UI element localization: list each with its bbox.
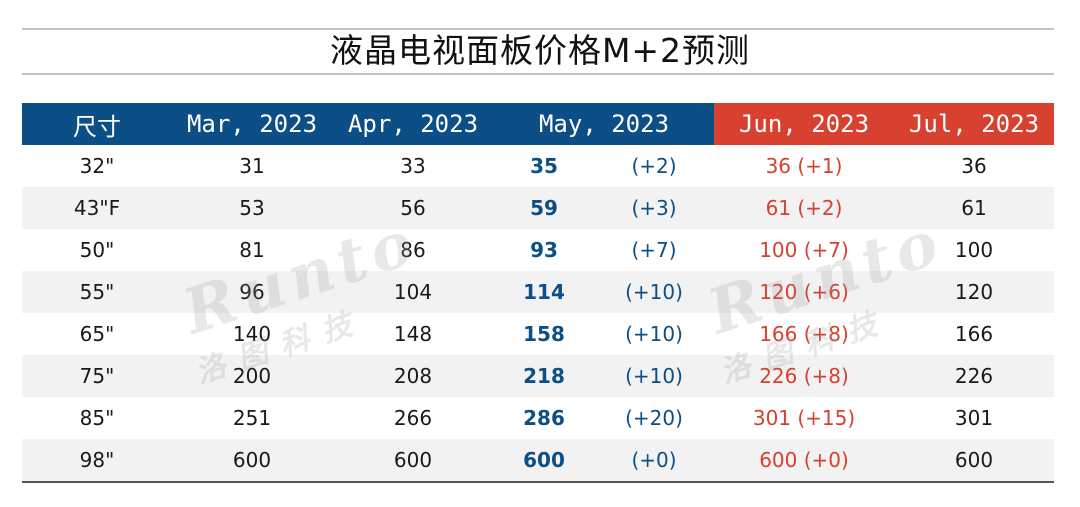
- price-forecast-table: 尺寸 Mar, 2023 Apr, 2023 May, 2023 Jun, 20…: [22, 103, 1055, 483]
- cell-may: 35: [530, 154, 558, 178]
- cell-may: 286: [523, 406, 565, 430]
- cell-may: 114: [494, 271, 594, 313]
- cell-size: 65": [79, 322, 115, 346]
- table-row: 65" 140 148 158 (+10) 166 (+8) 166: [22, 313, 1054, 355]
- header-row: 尺寸 Mar, 2023 Apr, 2023 May, 2023 Jun, 20…: [22, 103, 1055, 145]
- cell-mar: 53: [172, 187, 332, 229]
- cell-jun: 120 (+6): [714, 271, 895, 313]
- table-row: 43"F 53 56 59 (+3) 61 (+2) 61: [22, 187, 1055, 229]
- cell-jun: 226 (+8): [714, 355, 895, 397]
- cell-jun: 36 (+1): [765, 154, 843, 178]
- cell-size: 43"F: [22, 187, 172, 229]
- page-title: 液晶电视面板价格M+2预测: [329, 31, 751, 70]
- cell-jul: 301: [954, 406, 994, 430]
- cell-may: 59: [494, 187, 594, 229]
- cell-mar: 251: [232, 406, 272, 430]
- cell-mar: 31: [239, 154, 265, 178]
- cell-jun: 100 (+7): [759, 238, 849, 262]
- cell-size: 55": [22, 271, 172, 313]
- table-row: 32" 31 33 35 (+2) 36 (+1) 36: [22, 145, 1054, 187]
- cell-apr: 56: [332, 187, 494, 229]
- cell-may-delta: (+10): [625, 322, 683, 346]
- cell-apr: 600: [332, 439, 494, 482]
- header-mar: Mar, 2023: [172, 103, 332, 145]
- header-may: May, 2023: [494, 103, 715, 145]
- table-row: 75" 200 208 218 (+10) 226 (+8) 226: [22, 355, 1055, 397]
- cell-may-delta: (+2): [631, 154, 677, 178]
- cell-jul: 36: [961, 154, 987, 178]
- cell-apr: 86: [400, 238, 426, 262]
- cell-may-delta: (+10): [594, 355, 715, 397]
- cell-may: 158: [523, 322, 565, 346]
- cell-mar: 140: [232, 322, 272, 346]
- table-row: 55" 96 104 114 (+10) 120 (+6) 120: [22, 271, 1055, 313]
- cell-size: 32": [79, 154, 115, 178]
- cell-may-delta: (+7): [631, 238, 677, 262]
- cell-jul: 600: [894, 439, 1055, 482]
- cell-may: 93: [530, 238, 558, 262]
- cell-apr: 104: [332, 271, 494, 313]
- cell-jul: 226: [894, 355, 1055, 397]
- cell-jun: 61 (+2): [714, 187, 895, 229]
- cell-mar: 81: [239, 238, 265, 262]
- cell-jul: 166: [954, 322, 994, 346]
- header-apr: Apr, 2023: [332, 103, 494, 145]
- cell-jun: 600 (+0): [714, 439, 895, 482]
- cell-jun: 301 (+15): [752, 406, 856, 430]
- cell-jul: 61: [894, 187, 1055, 229]
- cell-apr: 266: [393, 406, 433, 430]
- cell-apr: 208: [332, 355, 494, 397]
- title-top-rule: [22, 28, 1054, 30]
- cell-mar: 600: [172, 439, 332, 482]
- cell-mar: 200: [172, 355, 332, 397]
- cell-size: 75": [22, 355, 172, 397]
- cell-may-delta: (+3): [594, 187, 715, 229]
- cell-may-delta: (+10): [594, 271, 715, 313]
- cell-size: 98": [22, 439, 172, 482]
- cell-size: 85": [79, 406, 115, 430]
- cell-size: 50": [79, 238, 115, 262]
- header-size: 尺寸: [22, 103, 172, 145]
- cell-may-delta: (+20): [625, 406, 683, 430]
- table-row: 98" 600 600 600 (+0) 600 (+0) 600: [22, 439, 1055, 482]
- cell-apr: 33: [400, 154, 426, 178]
- cell-jul: 100: [954, 238, 994, 262]
- table-row: 50" 81 86 93 (+7) 100 (+7) 100: [22, 229, 1054, 271]
- cell-may-delta: (+0): [594, 439, 715, 482]
- header-jul: Jul, 2023: [894, 103, 1055, 145]
- cell-may: 218: [494, 355, 594, 397]
- header-jun: Jun, 2023: [714, 103, 895, 145]
- cell-jun: 166 (+8): [759, 322, 849, 346]
- cell-may: 600: [494, 439, 594, 482]
- cell-jul: 120: [894, 271, 1055, 313]
- title-bottom-rule: [22, 73, 1054, 75]
- table-row: 85" 251 266 286 (+20) 301 (+15) 301: [22, 397, 1054, 439]
- cell-apr: 148: [393, 322, 433, 346]
- cell-mar: 96: [172, 271, 332, 313]
